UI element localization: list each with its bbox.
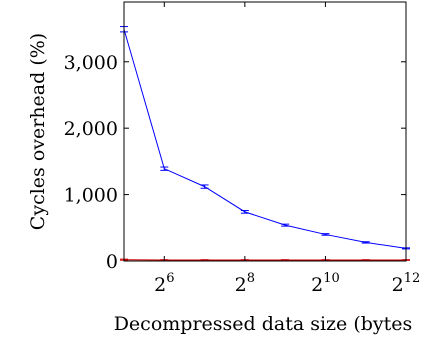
plot-frame [123,1,407,262]
series-0-line [123,29,407,249]
x-axis: 26 28 210 212 [154,2,420,296]
y-tick-label: 0 [106,251,118,273]
y-tick-label: 1,000 [64,185,118,207]
y-tick-label: 2,000 [64,118,118,140]
plot-area [120,26,410,261]
y-axis-label: Cycles overhead (%) [27,33,49,230]
x-tick-label: 26 [154,271,174,296]
y-axis: 0 1,000 2,000 3,000 [64,52,406,273]
x-axis-label: Decompressed data size (bytes [114,313,413,335]
x-tick-label: 210 [311,271,340,296]
x-tick-label: 28 [235,271,255,296]
x-tick-label: 212 [392,271,421,296]
y-tick-label: 3,000 [64,52,118,74]
